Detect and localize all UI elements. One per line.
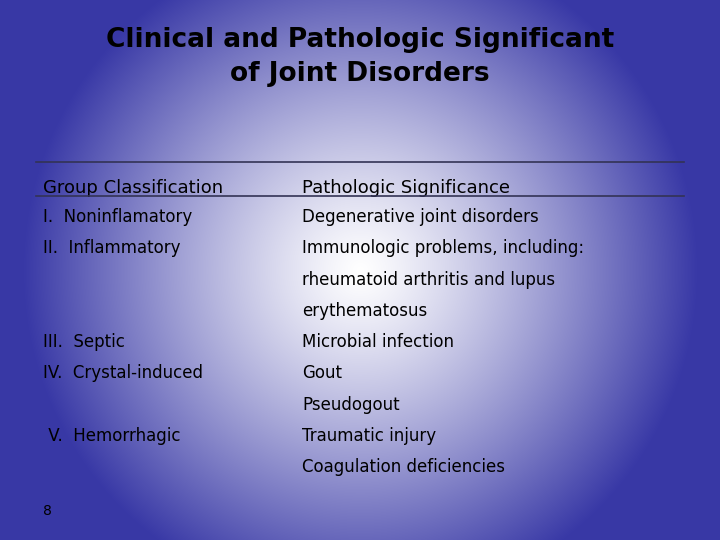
Text: Pathologic Significance: Pathologic Significance	[302, 179, 510, 197]
Text: IV.  Crystal-induced: IV. Crystal-induced	[43, 364, 203, 382]
Text: Clinical and Pathologic Significant
of Joint Disorders: Clinical and Pathologic Significant of J…	[106, 27, 614, 87]
Text: 8: 8	[43, 504, 52, 518]
Text: erythematosus: erythematosus	[302, 302, 428, 320]
Text: Immunologic problems, including:: Immunologic problems, including:	[302, 239, 585, 257]
Text: I.  Noninflamatory: I. Noninflamatory	[43, 208, 192, 226]
Text: Traumatic injury: Traumatic injury	[302, 427, 436, 445]
Text: Degenerative joint disorders: Degenerative joint disorders	[302, 208, 539, 226]
Text: Pseudogout: Pseudogout	[302, 396, 400, 414]
Text: III.  Septic: III. Septic	[43, 333, 125, 351]
Text: Gout: Gout	[302, 364, 343, 382]
Text: V.  Hemorrhagic: V. Hemorrhagic	[43, 427, 181, 445]
Text: rheumatoid arthritis and lupus: rheumatoid arthritis and lupus	[302, 271, 556, 288]
Text: Group Classification: Group Classification	[43, 179, 223, 197]
Text: II.  Inflammatory: II. Inflammatory	[43, 239, 181, 257]
Text: Coagulation deficiencies: Coagulation deficiencies	[302, 458, 505, 476]
Text: Microbial infection: Microbial infection	[302, 333, 454, 351]
